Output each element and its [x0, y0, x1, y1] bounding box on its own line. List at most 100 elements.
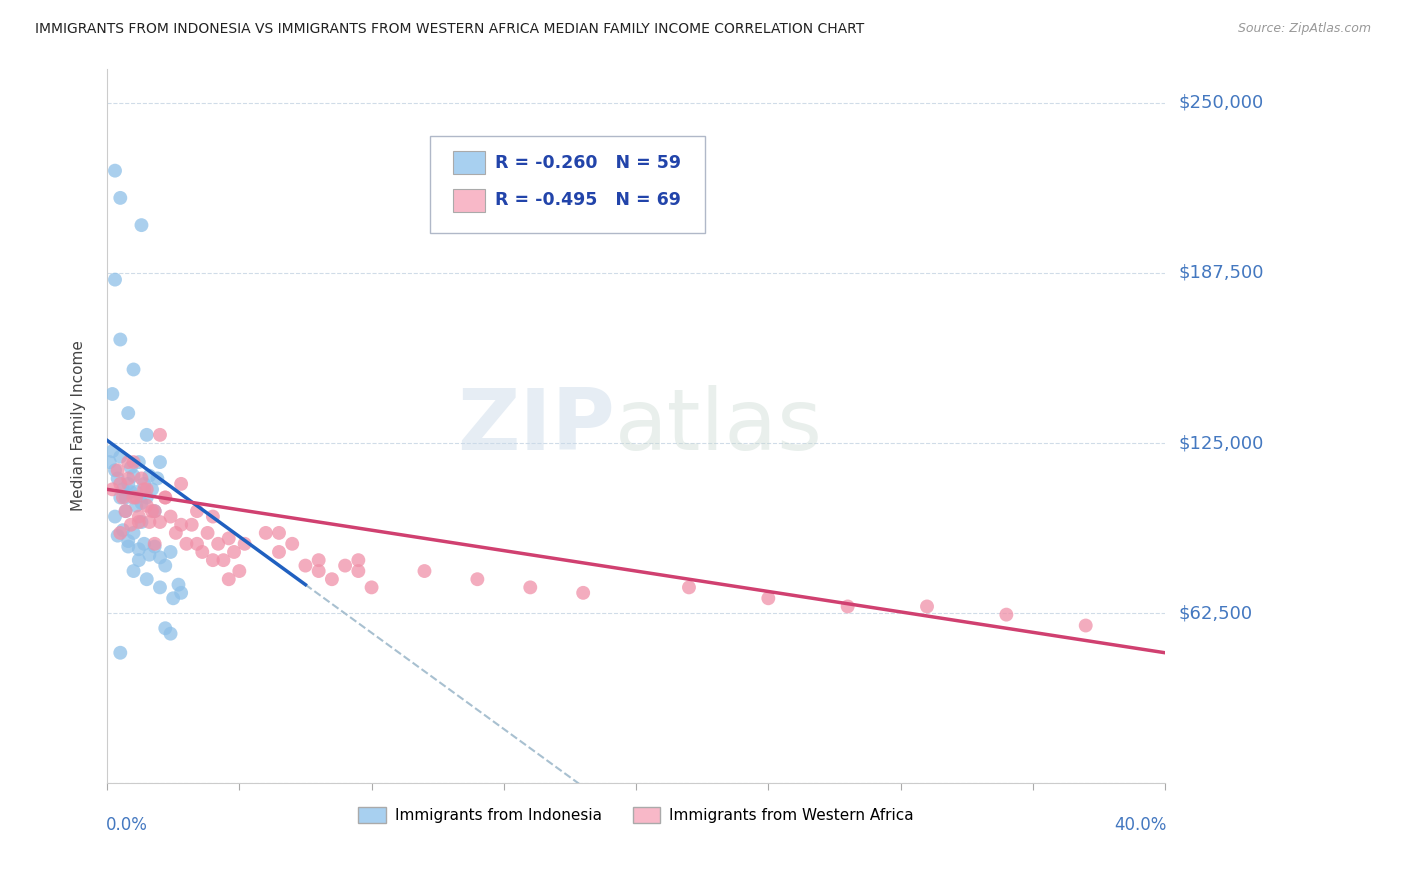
Point: [186, 504, 208, 518]
Text: 0.0%: 0.0%: [105, 815, 148, 834]
Point: [915, 599, 938, 614]
Point: [122, 525, 145, 540]
Text: ZIP: ZIP: [457, 384, 614, 467]
Point: [110, 450, 132, 464]
FancyBboxPatch shape: [430, 136, 704, 233]
Point: [131, 496, 153, 510]
Point: [135, 428, 157, 442]
Legend: Immigrants from Indonesia, Immigrants from Western Africa: Immigrants from Indonesia, Immigrants fr…: [353, 801, 920, 830]
Text: atlas: atlas: [614, 384, 823, 467]
Point: [141, 504, 163, 518]
Point: [281, 537, 304, 551]
Point: [111, 483, 134, 497]
Point: [141, 483, 163, 497]
Point: [138, 515, 160, 529]
Point: [135, 499, 157, 513]
Point: [128, 509, 150, 524]
Point: [155, 491, 177, 505]
Point: [413, 564, 436, 578]
Point: [143, 537, 166, 551]
Point: [159, 509, 181, 524]
Point: [104, 272, 127, 286]
Point: [467, 572, 489, 586]
Point: [122, 564, 145, 578]
Point: [254, 525, 277, 540]
Point: [120, 460, 142, 475]
Point: [212, 553, 235, 567]
Point: [120, 517, 142, 532]
Point: [308, 564, 330, 578]
Point: [122, 362, 145, 376]
Point: [146, 471, 169, 485]
Point: [101, 444, 124, 458]
Point: [114, 504, 136, 518]
Point: [837, 599, 859, 614]
Point: [176, 537, 198, 551]
Point: [138, 468, 160, 483]
Point: [104, 509, 127, 524]
Point: [104, 163, 127, 178]
Text: $62,500: $62,500: [1180, 604, 1253, 623]
Point: [104, 463, 127, 477]
Point: [117, 455, 139, 469]
Point: [122, 455, 145, 469]
Point: [333, 558, 356, 573]
Point: [128, 542, 150, 557]
Point: [170, 517, 193, 532]
Point: [155, 621, 177, 635]
Text: R = -0.260   N = 59: R = -0.260 N = 59: [495, 154, 682, 172]
Point: [143, 504, 166, 518]
Point: [107, 463, 129, 477]
Point: [149, 581, 172, 595]
Point: [110, 491, 132, 505]
Point: [135, 483, 157, 497]
Point: [131, 218, 153, 232]
Point: [228, 564, 250, 578]
Point: [149, 428, 172, 442]
Point: [162, 591, 184, 606]
Point: [218, 532, 240, 546]
Point: [101, 387, 124, 401]
Point: [170, 476, 193, 491]
Text: $187,500: $187,500: [1180, 264, 1264, 282]
Point: [186, 537, 208, 551]
Point: [128, 455, 150, 469]
Point: [122, 491, 145, 505]
Point: [149, 550, 172, 565]
Point: [143, 540, 166, 554]
Point: [110, 191, 132, 205]
Point: [201, 553, 224, 567]
Point: [135, 572, 157, 586]
Point: [149, 515, 172, 529]
Point: [155, 491, 177, 505]
Point: [111, 523, 134, 537]
Point: [132, 476, 155, 491]
Point: [347, 564, 370, 578]
Point: [222, 545, 245, 559]
Point: [138, 548, 160, 562]
Text: R = -0.495   N = 69: R = -0.495 N = 69: [495, 191, 682, 209]
Text: IMMIGRANTS FROM INDONESIA VS IMMIGRANTS FROM WESTERN AFRICA MEDIAN FAMILY INCOME: IMMIGRANTS FROM INDONESIA VS IMMIGRANTS …: [35, 22, 865, 37]
Text: $125,000: $125,000: [1180, 434, 1264, 452]
Point: [110, 646, 132, 660]
Point: [110, 476, 132, 491]
Point: [308, 553, 330, 567]
Point: [128, 553, 150, 567]
Point: [131, 515, 153, 529]
Point: [233, 537, 256, 551]
Point: [117, 406, 139, 420]
Point: [170, 586, 193, 600]
Point: [218, 572, 240, 586]
Point: [107, 471, 129, 485]
Point: [519, 581, 541, 595]
Text: $250,000: $250,000: [1180, 94, 1264, 112]
Point: [125, 499, 148, 513]
Point: [360, 581, 382, 595]
Point: [678, 581, 700, 595]
Point: [294, 558, 316, 573]
Point: [110, 525, 132, 540]
Point: [207, 537, 229, 551]
Point: [98, 455, 121, 469]
Point: [149, 455, 172, 469]
Point: [125, 491, 148, 505]
